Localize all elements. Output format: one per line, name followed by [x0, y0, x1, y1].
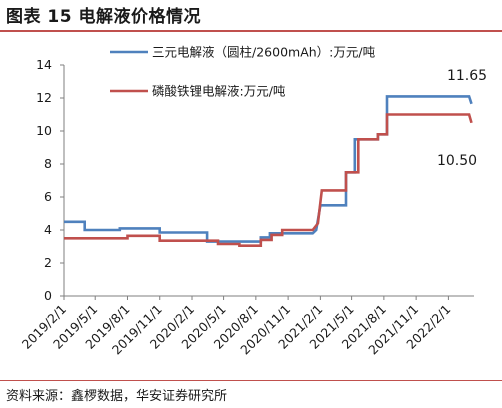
y-tick-label: 6 [44, 189, 52, 204]
chart-axes: 024681012142019/2/12019/5/12019/8/12019/… [19, 57, 474, 357]
source-note: 资料来源：鑫椤数据，华安证券研究所 [6, 389, 228, 404]
y-tick-label: 4 [44, 222, 52, 237]
y-tick-label: 2 [44, 255, 52, 270]
end-label-series-2: 10.50 [437, 153, 477, 169]
series-layer [64, 95, 473, 247]
figure-title: 图表 15 电解液价格情况 [6, 7, 201, 27]
legend-label-1: 三元电解液（圆柱/2600mAh）:万元/吨 [152, 45, 376, 60]
y-tick-label: 12 [36, 90, 52, 105]
source-rule [0, 380, 502, 381]
title-rule [0, 30, 502, 32]
series-line-2 [64, 113, 473, 247]
end-labels: 11.65 10.50 [437, 68, 487, 169]
legend-label-2: 磷酸铁锂电解液:万元/吨 [152, 84, 286, 99]
y-tick-label: 14 [36, 57, 52, 72]
series-line-1 [64, 95, 473, 243]
end-label-series-1: 11.65 [447, 68, 487, 84]
y-tick-label: 8 [44, 156, 52, 171]
y-tick-label: 0 [44, 288, 52, 303]
y-tick-label: 10 [36, 123, 52, 138]
